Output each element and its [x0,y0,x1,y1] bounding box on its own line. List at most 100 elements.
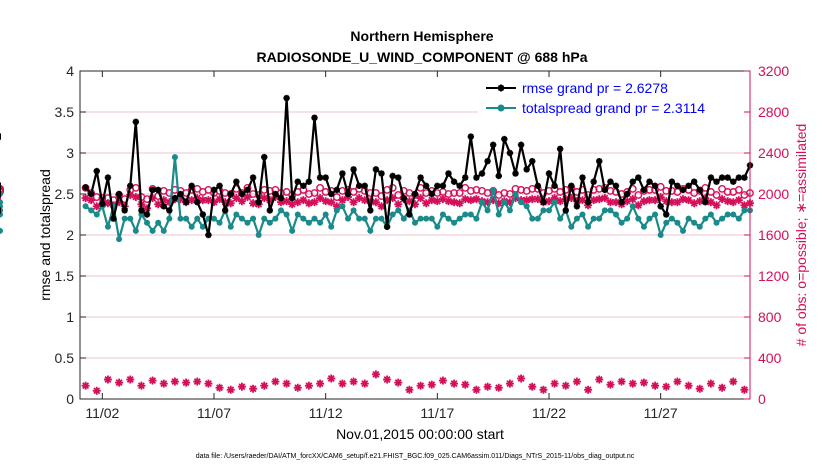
point-rmse [545,170,553,177]
point-totalspread [546,207,552,214]
point-assimilated [282,197,291,206]
point-totalspread [104,223,111,230]
y-tick-label: 2 [66,227,74,243]
point-possible [450,189,458,197]
point-rmse [607,178,614,185]
point-rmse [132,118,140,126]
point-assimilated-low [260,381,269,390]
y2-tick-label: 0 [758,391,766,407]
point-totalspread [518,199,525,206]
legend-rmse-label: rmse grand pr = 2.6278 [522,80,668,96]
point-totalspread [573,215,580,222]
point-rmse [205,231,212,239]
point-totalspread [132,227,139,234]
point-totalspread [0,199,3,206]
point-rmse [216,182,223,189]
point-totalspread [479,199,485,206]
point-assimilated [673,198,682,207]
point-assimilated-low [394,378,403,387]
point-assimilated-low [561,381,570,390]
point-totalspread [668,215,675,222]
point-rmse [188,182,195,189]
point-totalspread [350,207,357,214]
point-totalspread [629,203,636,210]
point-assimilated [695,197,704,206]
point-assimilated-low [416,381,425,390]
point-rmse [445,170,452,177]
point-assimilated-low [572,377,581,386]
point-rmse [288,194,296,202]
point-rmse [244,186,251,194]
point-totalspread [585,223,592,230]
point-rmse [182,199,190,206]
point-assimilated [533,195,542,204]
point-totalspread [166,215,173,222]
y-tick-label: 3 [66,145,74,161]
point-rmse [322,174,329,181]
point-rmse [238,190,246,198]
point-assimilated-low [304,381,313,390]
point-possible [455,189,464,197]
y2-tick-label: 1600 [758,227,789,243]
point-possible [723,188,732,196]
point-totalspread [579,211,586,218]
point-rmse [378,170,385,177]
point-rmse [618,199,625,206]
point-assimilated [628,195,637,204]
point-totalspread [467,211,474,218]
point-rmse [495,172,502,180]
legend-totalspread-label: totalspread grand pr = 2.3114 [522,100,705,116]
point-totalspread [238,215,245,222]
point-assimilated-low [349,377,358,386]
point-rmse [601,186,609,194]
x-tick-label: 11/02 [85,405,119,421]
point-assimilated-low [371,370,380,379]
point-rmse [138,207,145,214]
point-totalspread [356,215,363,222]
point-totalspread [266,219,273,226]
point-rmse [389,172,396,180]
point-rmse [154,186,162,194]
point-assimilated [712,201,721,210]
point-totalspread [601,207,608,214]
point-totalspread [339,203,346,210]
point-assimilated-low [405,385,414,394]
point-totalspread [199,223,206,230]
point-totalspread [333,207,340,214]
point-totalspread [389,211,396,218]
point-totalspread [317,219,324,226]
point-totalspread [618,219,625,226]
point-possible [0,184,4,193]
point-totalspread [680,227,686,234]
point-assimilated-low [729,377,738,386]
point-rmse [439,182,447,189]
point-rmse [316,174,324,181]
point-totalspread [289,227,296,234]
point-rmse [350,166,357,173]
x-tick-label: 11/17 [420,405,454,421]
point-assimilated-low [606,380,615,389]
point-rmse [93,167,100,175]
point-totalspread [300,215,307,222]
y2-axis-label: # of obs: o=possible; ∗=assimilated [793,124,809,347]
point-totalspread [501,199,508,206]
point-totalspread [445,215,452,222]
point-assimilated-low [450,379,459,388]
point-possible [528,184,537,193]
point-assimilated [87,196,96,205]
plot-series [0,94,754,395]
point-assimilated-low [103,375,112,384]
point-totalspread [417,215,424,222]
point-totalspread [451,219,458,226]
point-rmse [143,211,151,218]
point-totalspread [506,207,513,214]
point-totalspread [512,191,519,197]
series-assimilated-low [81,370,749,395]
point-rmse [685,182,692,189]
point-assimilated-low [237,382,246,391]
chart-subtitle: RADIOSONDE_U_WIND_COMPONENT @ 688 hPa [256,49,587,65]
point-totalspread [88,207,95,214]
point-assimilated-low [282,379,291,388]
point-assimilated-low [271,377,280,386]
point-totalspread [607,207,614,214]
